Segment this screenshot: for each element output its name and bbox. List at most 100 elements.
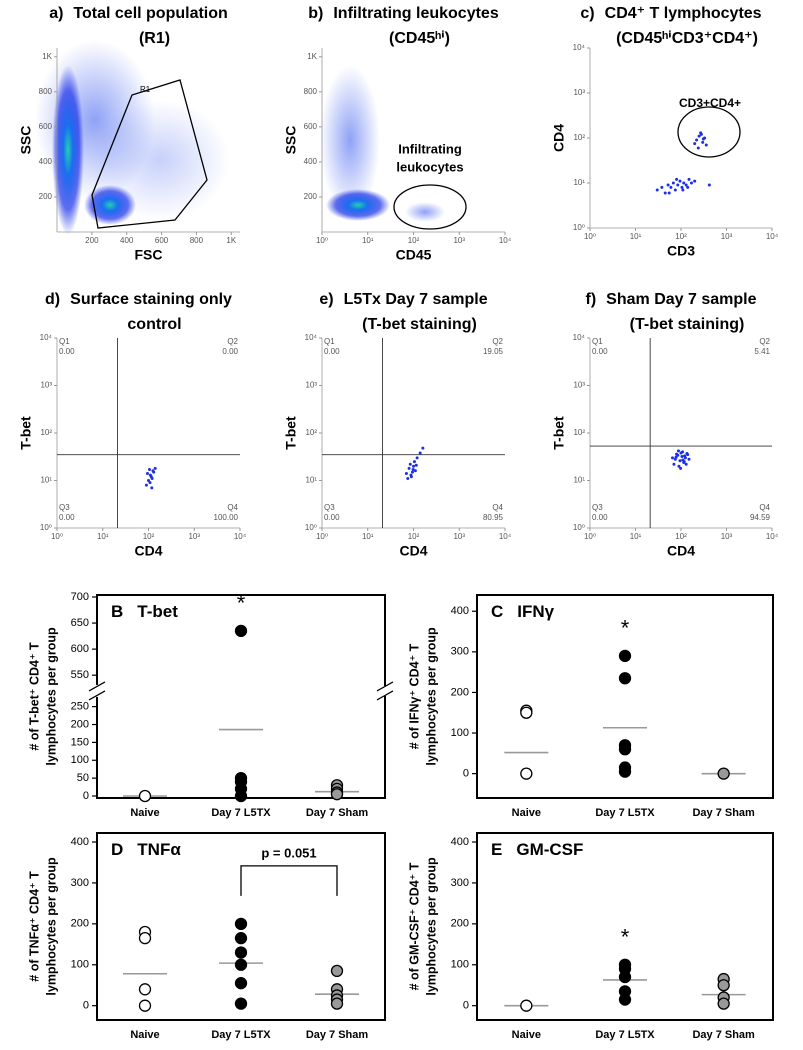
y-tick-label: 200	[39, 192, 53, 201]
x-tick-label: Day 7 Sham	[306, 807, 369, 819]
event-point	[667, 191, 671, 195]
y-axis-label: lymphocytes per group	[424, 857, 438, 996]
chart-title: C IFNγ	[491, 602, 555, 621]
event-point	[675, 452, 679, 456]
y-axis-label: lymphocytes per group	[44, 627, 58, 766]
x-axis-label: CD4	[399, 543, 427, 559]
y-tick-label: 50	[77, 772, 89, 784]
y-tick-label: 0	[83, 1000, 89, 1012]
y-tick-label: 10⁰	[573, 523, 585, 532]
title-line: CD4⁺ T lymphocytes	[605, 5, 762, 22]
event-point	[408, 462, 412, 466]
event-point	[684, 183, 688, 187]
panel-label: f)	[586, 291, 597, 308]
y-tick-label: 0	[83, 790, 89, 802]
data-point	[618, 649, 632, 663]
data-point	[138, 983, 152, 996]
event-point	[679, 466, 683, 470]
data-point	[138, 932, 152, 945]
quadrant-value: 0.00	[222, 347, 238, 356]
x-tick-label: Day 7 Sham	[306, 1029, 369, 1041]
data-point	[618, 743, 632, 756]
event-point	[670, 456, 674, 460]
event-point	[680, 185, 684, 189]
x-tick-label: 10¹	[630, 232, 642, 241]
quadrant-value: 0.00	[324, 513, 340, 522]
event-point	[693, 179, 697, 183]
y-tick-label: 200	[71, 918, 89, 930]
gate-label: R1	[140, 85, 151, 94]
x-tick-label: 10¹	[362, 236, 374, 245]
y-axis-label: SSC	[18, 126, 34, 155]
data-point	[330, 964, 344, 978]
title-line: L5Tx Day 7 sample	[344, 291, 488, 308]
x-tick-label: 10⁴	[234, 532, 247, 541]
x-tick-label: 600	[155, 236, 169, 245]
y-tick-label: 300	[451, 646, 469, 658]
x-tick-label: 400	[120, 236, 134, 245]
event-point	[680, 455, 684, 459]
axis-break	[88, 681, 106, 692]
data-point	[138, 789, 152, 803]
x-axis-label: CD4	[134, 543, 162, 559]
chart-title: E GM-CSF	[491, 840, 583, 859]
data-point	[234, 958, 248, 971]
event-point	[683, 454, 687, 458]
bracket	[240, 865, 338, 896]
y-tick-label: 550	[71, 669, 89, 681]
data-point	[618, 765, 632, 778]
x-tick-label: Naive	[512, 807, 541, 819]
quadrant-value: 0.00	[59, 513, 75, 522]
data-point	[717, 997, 730, 1010]
data-point	[520, 999, 533, 1012]
data-point	[234, 997, 248, 1010]
panel-label: D	[111, 840, 123, 859]
gate-leukocytes	[393, 184, 467, 230]
event-point	[410, 470, 414, 474]
quadrant-name: Q4	[227, 503, 238, 512]
event-point	[693, 142, 697, 146]
event-point	[675, 177, 679, 181]
x-tick-label: 10⁰	[316, 532, 328, 541]
panel-label: c)	[580, 5, 594, 22]
x-axis-label: CD3	[667, 243, 695, 259]
significance-marker: *	[621, 925, 630, 950]
quadrant-value: 0.00	[324, 347, 340, 356]
title-line: (T-bet staining)	[630, 316, 745, 333]
data-point	[330, 997, 344, 1010]
x-tick-label: 10⁴	[499, 532, 512, 541]
title-text: IFNγ	[517, 602, 554, 621]
x-tick-label: 10⁰	[584, 232, 596, 241]
event-point	[687, 177, 691, 181]
y-tick-label: 10³	[573, 88, 585, 97]
quadrant-value: 94.59	[750, 513, 771, 522]
event-point	[412, 464, 415, 468]
title-text: TNFα	[137, 840, 181, 859]
axis-break-gap	[94, 685, 100, 696]
x-tick-label: 10¹	[97, 532, 109, 541]
y-axis-label: # of GM-CSF⁺ CD4⁺ T	[407, 862, 421, 990]
panel-title: d) Surface staining only	[45, 291, 232, 308]
event-point	[150, 486, 154, 490]
event-point	[684, 462, 688, 466]
x-tick-label: 10³	[188, 532, 200, 541]
gate-r1	[91, 79, 208, 229]
event-point	[148, 473, 152, 477]
chart-title: D TNFα	[111, 840, 181, 859]
x-tick-label: Day 7 Sham	[692, 807, 755, 819]
x-tick-label: Naive	[130, 1029, 159, 1041]
title-line: control	[127, 316, 181, 333]
y-axis-label: lymphocytes per group	[424, 627, 438, 766]
data-point	[234, 624, 248, 638]
event-point	[701, 137, 705, 141]
event-point	[153, 466, 157, 470]
event-point	[406, 477, 410, 481]
quadrant-name: Q1	[592, 337, 603, 346]
x-tick-label: 10²	[408, 532, 420, 541]
data-point	[330, 788, 344, 801]
y-tick-label: 200	[451, 686, 469, 698]
plot-frame	[476, 594, 774, 799]
title-text: GM-CSF	[516, 840, 583, 859]
y-tick-label: 10³	[305, 381, 317, 390]
event-point	[689, 181, 693, 185]
